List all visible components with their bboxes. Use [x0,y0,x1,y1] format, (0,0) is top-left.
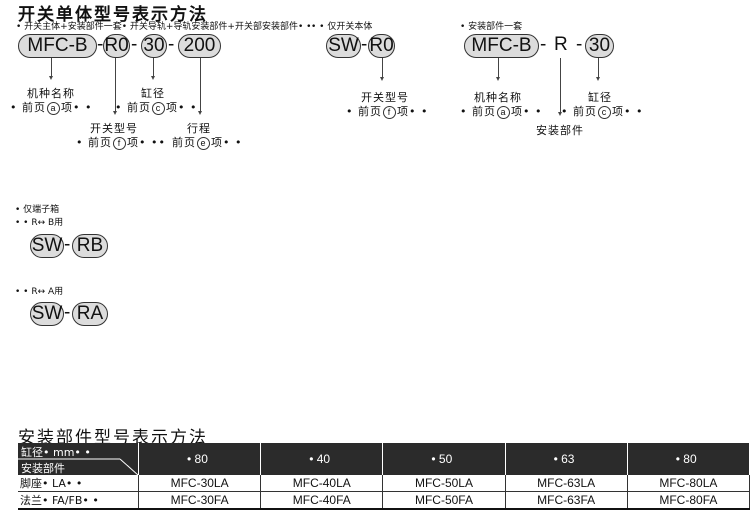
arrow-icon [198,111,202,115]
arrow-icon [49,76,53,80]
pointer-line [498,58,499,78]
terminal-b-caption: • • R↔ B用 [15,218,64,228]
code-pill-switch: R0 [103,34,130,58]
table-corner-header: 缸径• mm• • 安装部件 [18,443,139,475]
code-pill-sw: SW [30,302,64,326]
label-model-name: 机种名称 [474,91,522,104]
header-mount: 安装部件 [21,462,65,475]
label-model-name: 机种名称 [27,87,75,100]
table-cell: MFC-30LA [138,475,262,492]
table-cell: MFC-63LA [505,475,628,492]
pointer-line [560,58,561,113]
label-bore: 缸径 [588,91,612,104]
dash: - [131,34,138,55]
dash: - [540,34,547,55]
code-mount: R [554,34,568,55]
table-cell: MFC-80LA [627,475,750,492]
pointer-line [51,58,52,77]
ref-a: • 前页 a 项• • [460,105,543,119]
row-header: 法兰• FA/FB• • [18,491,139,510]
ref-c: • 前页 c 项• • [561,105,644,119]
table-row: 法兰• FA/FB• • MFC-30FA MFC-40FA MFC-50FA … [18,491,750,510]
pointer-line [200,58,201,112]
label-switch-type: 开关型号 [90,122,138,135]
ref-e: 前页 e 项• • [172,136,243,150]
arrow-icon [558,112,562,116]
dash: - [97,34,104,55]
section-title-switch: 开关单体型号表示方法 [18,5,208,25]
label-bore: 缸径 [141,87,165,100]
dash: - [576,34,583,55]
group2-caption: • • 仅开关本体 [311,22,373,32]
table-cell: MFC-63FA [505,491,628,510]
table-cell: MFC-30FA [138,491,262,510]
table-cell: MFC-40LA [260,475,384,492]
code-pill-model: MFC-B [464,34,539,58]
table-row: 脚座• LA• • MFC-30LA MFC-40LA MFC-50LA MFC… [18,475,750,492]
dash: - [168,34,175,55]
ref-f: • 前页 f 项• • [346,105,429,119]
column-header: • 80 [627,443,750,475]
arrow-icon [113,111,117,115]
table-cell: MFC-50FA [382,491,506,510]
terminal-a-caption: • • R↔ A用 [15,287,64,297]
pointer-line [382,58,383,78]
diagonal-divider [18,458,138,475]
table-cell: MFC-50LA [382,475,506,492]
header-bore: 缸径• mm• • [21,446,91,459]
terminal-caption: • 仅端子箱 [15,205,60,215]
pointer-line [115,58,116,112]
arrow-icon [496,77,500,81]
code-pill-ra: RA [72,302,108,326]
ref-c: • 前页 c 项• • [115,101,198,115]
code-pill-sw: SW [30,234,64,258]
arrow-icon [380,77,384,81]
ref-a: • 前页 a 项• • [10,101,93,115]
pointer-line [598,58,599,78]
arrow-icon [151,76,155,80]
code-pill-bore: 30 [141,34,167,58]
group3-caption: • 安装部件一套 [460,22,523,32]
code-pill-rb: RB [72,234,108,258]
label-switch-type: 开关型号 [361,91,409,104]
code-pill-model: MFC-B [18,34,97,58]
dash: - [64,234,71,255]
row-header: 脚座• LA• • [18,475,139,492]
code-pill-sw: SW [326,34,361,58]
column-header: • 63 [505,443,628,475]
table-cell: MFC-40FA [260,491,384,510]
code-pill-switch: R0 [368,34,395,58]
dash: - [64,302,71,323]
dash: - [361,34,368,55]
column-header: • 50 [382,443,506,475]
pointer-line [153,58,154,77]
mount-parts-table: 缸径• mm• • 安装部件 • 80 • 40 • 50 • 63 • 80 … [18,443,750,510]
column-header: • 40 [260,443,384,475]
label-stroke: 行程 [187,122,211,135]
code-pill-bore: 30 [585,34,614,58]
label-mount-parts: 安装部件 [536,124,584,137]
column-header: • 80 [138,443,262,475]
table-cell: MFC-80FA [627,491,750,510]
code-pill-stroke: 200 [178,34,221,58]
arrow-icon [596,77,600,81]
group1-caption: • 开关主体+安装部件一套• 开关导轨+导轨安装部件+开关部安装部件• • [16,22,312,32]
ref-f: • 前页 f 项• •• [76,136,166,150]
